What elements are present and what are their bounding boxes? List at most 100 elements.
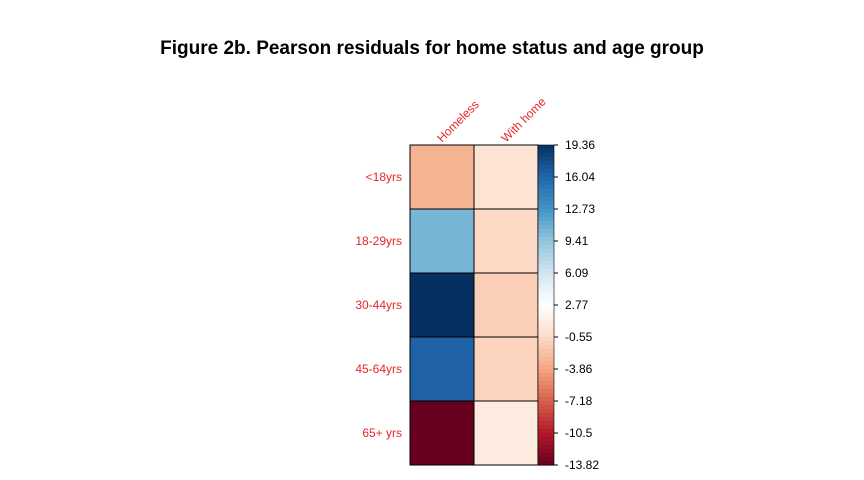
colorbar-segment (538, 305, 554, 310)
colorbar-tick-label: 16.04 (565, 170, 595, 184)
colorbar-segment (538, 393, 554, 398)
colorbar-tick-label: -7.18 (565, 394, 593, 408)
colorbar-segment (538, 381, 554, 386)
colorbar-segment (538, 461, 554, 466)
row-label: <18yrs (366, 170, 402, 184)
colorbar-segment (538, 441, 554, 446)
colorbar-segment (538, 217, 554, 222)
colorbar-segment (538, 457, 554, 462)
colorbar-segment (538, 205, 554, 210)
heatmap-cell (409, 400, 475, 466)
colorbar-segment (538, 257, 554, 262)
colorbar-segment (538, 401, 554, 406)
colorbar-segment (538, 261, 554, 266)
colorbar-segment (538, 273, 554, 278)
colorbar-segment (538, 153, 554, 158)
colorbar-segment (538, 293, 554, 298)
colorbar-segment (538, 449, 554, 454)
colorbar-segment (538, 165, 554, 170)
colorbar-segment (538, 345, 554, 350)
colorbar-tick-label: 12.73 (565, 202, 595, 216)
colorbar-segment (538, 157, 554, 162)
colorbar-segment (538, 349, 554, 354)
colorbar-segment (538, 209, 554, 214)
colorbar-segment (538, 421, 554, 426)
colorbar-segment (538, 237, 554, 242)
colorbar-segment (538, 397, 554, 402)
colorbar-segment (538, 333, 554, 338)
heatmap-cell (409, 208, 475, 274)
colorbar-segment (538, 453, 554, 458)
colorbar-segment (538, 385, 554, 390)
heatmap-cell (473, 144, 539, 210)
colorbar-tick-label: 9.41 (565, 234, 589, 248)
colorbar-segment (538, 353, 554, 358)
colorbar-segment (538, 297, 554, 302)
colorbar-segment (538, 201, 554, 206)
colorbar-segment (538, 429, 554, 434)
colorbar-segment (538, 325, 554, 330)
colorbar-segment (538, 389, 554, 394)
heatmap-cell (473, 400, 539, 466)
chart-title: Figure 2b. Pearson residuals for home st… (160, 38, 704, 59)
colorbar-segment (538, 193, 554, 198)
colorbar-segment (538, 213, 554, 218)
colorbar-tick-label: -13.82 (565, 458, 599, 472)
colorbar-segment (538, 277, 554, 282)
colorbar-segment (538, 321, 554, 326)
colorbar-segment (538, 197, 554, 202)
colorbar-segment (538, 437, 554, 442)
column-label: With home (498, 94, 549, 145)
heatmap-cell (409, 336, 475, 402)
column-label: Homeless (434, 97, 482, 145)
colorbar-segment (538, 409, 554, 414)
colorbar-segment (538, 301, 554, 306)
colorbar-segment (538, 241, 554, 246)
colorbar-segment (538, 161, 554, 166)
colorbar-segment (538, 317, 554, 322)
colorbar-segment (538, 269, 554, 274)
colorbar-segment (538, 369, 554, 374)
colorbar-segment (538, 245, 554, 250)
colorbar-segment (538, 365, 554, 370)
colorbar-tick-label: 2.77 (565, 298, 589, 312)
colorbar-segment (538, 341, 554, 346)
colorbar-segment (538, 289, 554, 294)
colorbar-segment (538, 265, 554, 270)
colorbar-segment (538, 229, 554, 234)
colorbar-segment (538, 373, 554, 378)
heatmap-cell (409, 144, 475, 210)
colorbar-segment (538, 413, 554, 418)
colorbar-segment (538, 281, 554, 286)
colorbar-segment (538, 433, 554, 438)
colorbar-tick-label: -3.86 (565, 362, 593, 376)
colorbar-segment (538, 285, 554, 290)
colorbar-segment (538, 309, 554, 314)
colorbar-segment (538, 249, 554, 254)
colorbar-segment (538, 233, 554, 238)
colorbar-tick-label: -10.5 (565, 426, 593, 440)
heatmap-cell (409, 272, 475, 338)
colorbar-segment (538, 189, 554, 194)
colorbar-segment (538, 173, 554, 178)
colorbar-segment (538, 253, 554, 258)
colorbar-segment (538, 405, 554, 410)
colorbar-tick-label: 6.09 (565, 266, 589, 280)
heatmap-cell (473, 272, 539, 338)
colorbar-segment (538, 377, 554, 382)
colorbar-segment (538, 181, 554, 186)
colorbar-segment (538, 445, 554, 450)
heatmap-cell (473, 208, 539, 274)
colorbar-segment (538, 149, 554, 154)
row-label: 30-44yrs (355, 298, 402, 312)
colorbar-tick-label: -0.55 (565, 330, 593, 344)
colorbar-tick-label: 19.36 (565, 138, 595, 152)
row-label: 18-29yrs (355, 234, 402, 248)
colorbar-segment (538, 225, 554, 230)
colorbar-segment (538, 417, 554, 422)
colorbar-segment (538, 361, 554, 366)
colorbar-segment (538, 177, 554, 182)
colorbar-segment (538, 337, 554, 342)
